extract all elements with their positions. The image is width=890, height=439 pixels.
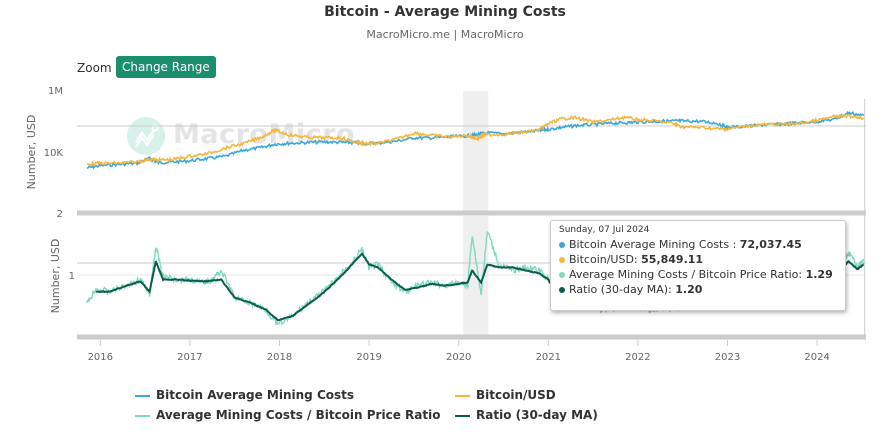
- zoom-label: Zoom: [77, 61, 112, 75]
- tooltip-label: Bitcoin/USD:: [569, 253, 642, 266]
- tooltip-value: 1.29: [805, 268, 833, 281]
- legend-label: Ratio (30-day MA): [476, 408, 598, 422]
- x-tick-label: 2024: [804, 352, 829, 363]
- chart-source: MacroMicro.me | MacroMicro: [366, 28, 524, 41]
- y-tick-label: 2: [57, 209, 63, 220]
- legend-item-ratio-ma[interactable]: Ratio (30-day MA): [455, 408, 598, 422]
- tooltip-row-btc-usd: Bitcoin/USD: 55,849.11: [559, 252, 837, 267]
- x-tick-label: 2020: [446, 352, 471, 363]
- y-axis-title: Number, USD: [49, 239, 62, 314]
- x-tick-label: 2023: [715, 352, 740, 363]
- legend-item-mining-cost[interactable]: Bitcoin Average Mining Costs: [135, 388, 354, 402]
- legend-swatch-icon: [135, 414, 150, 417]
- legend-item-btc-usd[interactable]: Bitcoin/USD: [455, 388, 556, 402]
- chart-line-icon: [127, 117, 165, 155]
- tooltip: Sunday, 07 Jul 2024 Bitcoin Average Mini…: [550, 220, 846, 311]
- x-tick-label: 2018: [267, 352, 292, 363]
- chart-title: Bitcoin - Average Mining Costs: [324, 4, 566, 20]
- legend-swatch-icon: [135, 394, 150, 397]
- x-tick-label: 2017: [177, 352, 202, 363]
- legend-label: Bitcoin/USD: [476, 388, 556, 402]
- x-tick-label: 2016: [88, 352, 113, 363]
- tooltip-row-ratio-ma: Ratio (30-day MA): 1.20: [559, 282, 837, 297]
- tooltip-row-mining-cost: Bitcoin Average Mining Costs : 72,037.45: [559, 237, 837, 252]
- x-tick-label: 2022: [625, 352, 650, 363]
- tooltip-value: 55,849.11: [641, 253, 704, 266]
- tooltip-label: Ratio (30-day MA):: [569, 283, 676, 296]
- y-tick-label: 10K: [44, 148, 64, 159]
- mining-cost-dot-icon: [559, 242, 565, 248]
- tooltip-row-ratio: Average Mining Costs / Bitcoin Price Rat…: [559, 267, 837, 282]
- change-range-button[interactable]: Change Range: [116, 56, 216, 78]
- shaded-period: [463, 91, 489, 213]
- x-axis: 2016 2017 2018 2019 2020 2021 2022 2023 2024: [88, 340, 830, 363]
- y-tick-label: 1M: [48, 86, 63, 97]
- btc-usd-dot-icon: [559, 257, 565, 263]
- price-panel: 1M 10K 2 Number, USD: [25, 86, 866, 220]
- tooltip-label: Bitcoin Average Mining Costs :: [569, 238, 740, 251]
- legend-swatch-icon: [455, 394, 470, 397]
- x-tick-label: 2019: [356, 352, 381, 363]
- y-axis-title: Number, USD: [25, 115, 38, 190]
- series-line-btc-usd: [86, 113, 865, 167]
- legend-label: Bitcoin Average Mining Costs: [156, 388, 355, 402]
- tooltip-value: 72,037.45: [739, 238, 802, 251]
- legend-label: Average Mining Costs / Bitcoin Price Rat…: [156, 408, 441, 422]
- legend-item-ratio[interactable]: Average Mining Costs / Bitcoin Price Rat…: [135, 408, 440, 422]
- y-tick-label: 1: [69, 271, 75, 282]
- tooltip-date: Sunday, 07 Jul 2024: [559, 225, 650, 235]
- ratio-dot-icon: [559, 272, 565, 278]
- tooltip-label: Average Mining Costs / Bitcoin Price Rat…: [569, 268, 806, 281]
- x-tick-label: 2021: [536, 352, 561, 363]
- ratio-ma-dot-icon: [559, 287, 565, 293]
- watermark-text: MacroMicro: [173, 119, 355, 150]
- series-line-mining-cost: [86, 110, 865, 170]
- legend-swatch-icon: [455, 414, 470, 417]
- tooltip-value: 1.20: [675, 283, 703, 296]
